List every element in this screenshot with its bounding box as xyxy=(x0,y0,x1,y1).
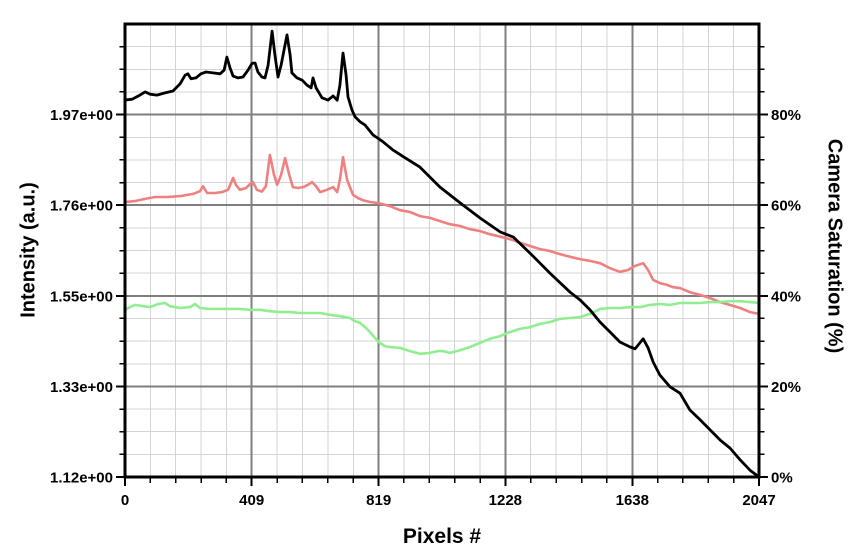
right-tick-label: 40% xyxy=(771,288,801,305)
x-tick-label: 409 xyxy=(239,492,264,509)
series-red-line xyxy=(123,153,761,316)
right-axis-title: Camera Saturation (%) xyxy=(823,138,846,354)
left-tick-label: 1.55e+00 xyxy=(50,288,113,305)
left-axis-title: Intensity (a.u.) xyxy=(17,182,40,318)
right-tick-label: 0% xyxy=(771,470,793,487)
series-green-line xyxy=(123,299,761,356)
series-black-line xyxy=(123,29,761,479)
right-tick-label: 20% xyxy=(771,379,801,396)
x-tick-label: 0 xyxy=(121,492,129,509)
x-tick-label: 1228 xyxy=(489,492,522,509)
x-axis-title: Pixels # xyxy=(402,525,482,548)
x-tick-label: 819 xyxy=(366,492,391,509)
x-tick-label: 2047 xyxy=(742,492,775,509)
left-tick-label: 1.97e+00 xyxy=(50,107,113,124)
left-tick-label: 1.12e+00 xyxy=(50,470,113,487)
left-tick-label: 1.76e+00 xyxy=(50,198,113,215)
x-tick-label: 1638 xyxy=(616,492,649,509)
plot-border xyxy=(123,22,761,479)
left-tick-label: 1.33e+00 xyxy=(50,379,113,396)
right-tick-label: 60% xyxy=(771,198,801,215)
right-tick-label: 80% xyxy=(771,107,801,124)
